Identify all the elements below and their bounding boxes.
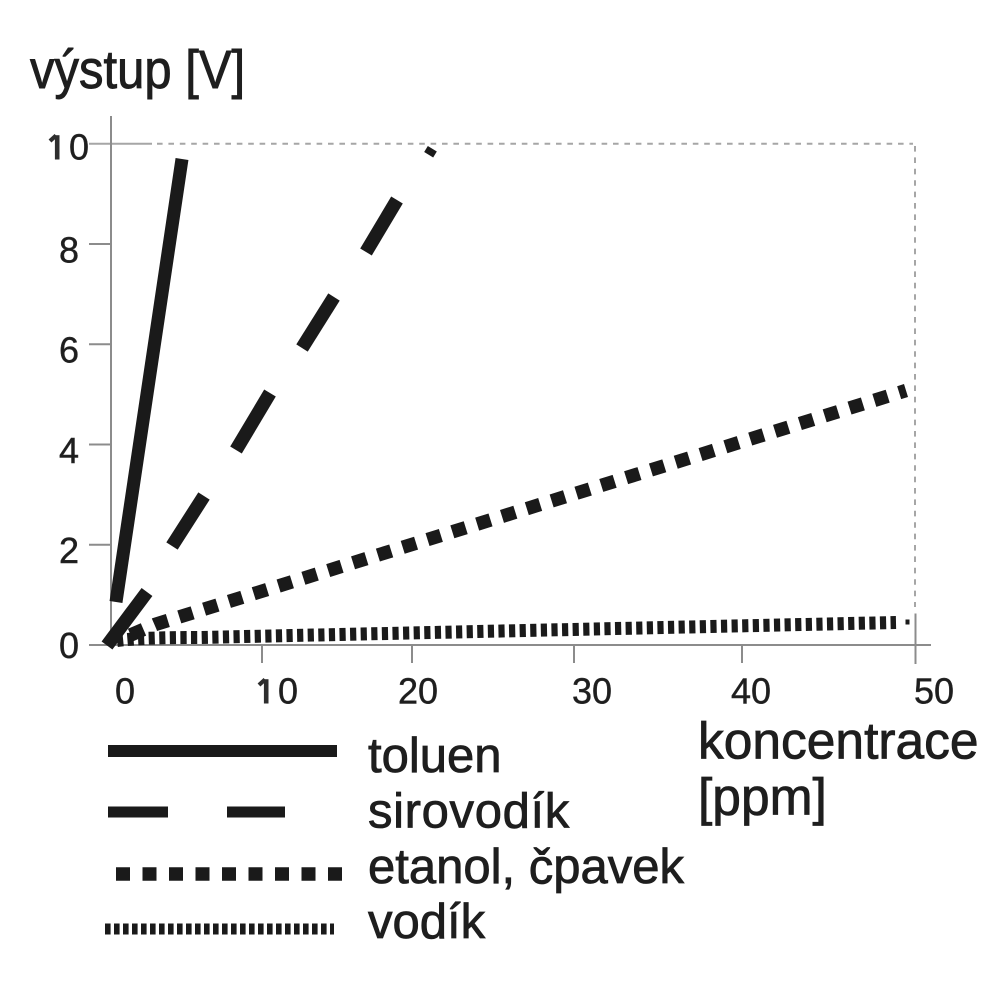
svg-text:40: 40 [731, 671, 771, 712]
svg-text:[ppm]: [ppm] [698, 768, 827, 826]
svg-text:50: 50 [914, 671, 954, 712]
svg-text:20: 20 [398, 671, 438, 712]
svg-text:toluen: toluen [368, 729, 502, 783]
svg-text:6: 6 [59, 330, 79, 371]
svg-text:0: 0 [115, 671, 135, 712]
svg-text:koncentrace: koncentrace [698, 712, 979, 770]
svg-text:0: 0 [59, 625, 79, 666]
svg-text:etanol, čpavek: etanol, čpavek [368, 840, 684, 894]
svg-text:2: 2 [59, 530, 79, 571]
svg-text:výstup [V]: výstup [V] [30, 39, 245, 100]
svg-text:vodík: vodík [368, 895, 486, 949]
svg-text:8: 8 [59, 230, 79, 271]
svg-text:30: 30 [572, 671, 612, 712]
svg-text:0: 0 [278, 671, 298, 712]
svg-text:sirovodík: sirovodík [368, 785, 570, 839]
svg-text:0: 0 [69, 127, 89, 168]
svg-text:4: 4 [59, 430, 79, 471]
